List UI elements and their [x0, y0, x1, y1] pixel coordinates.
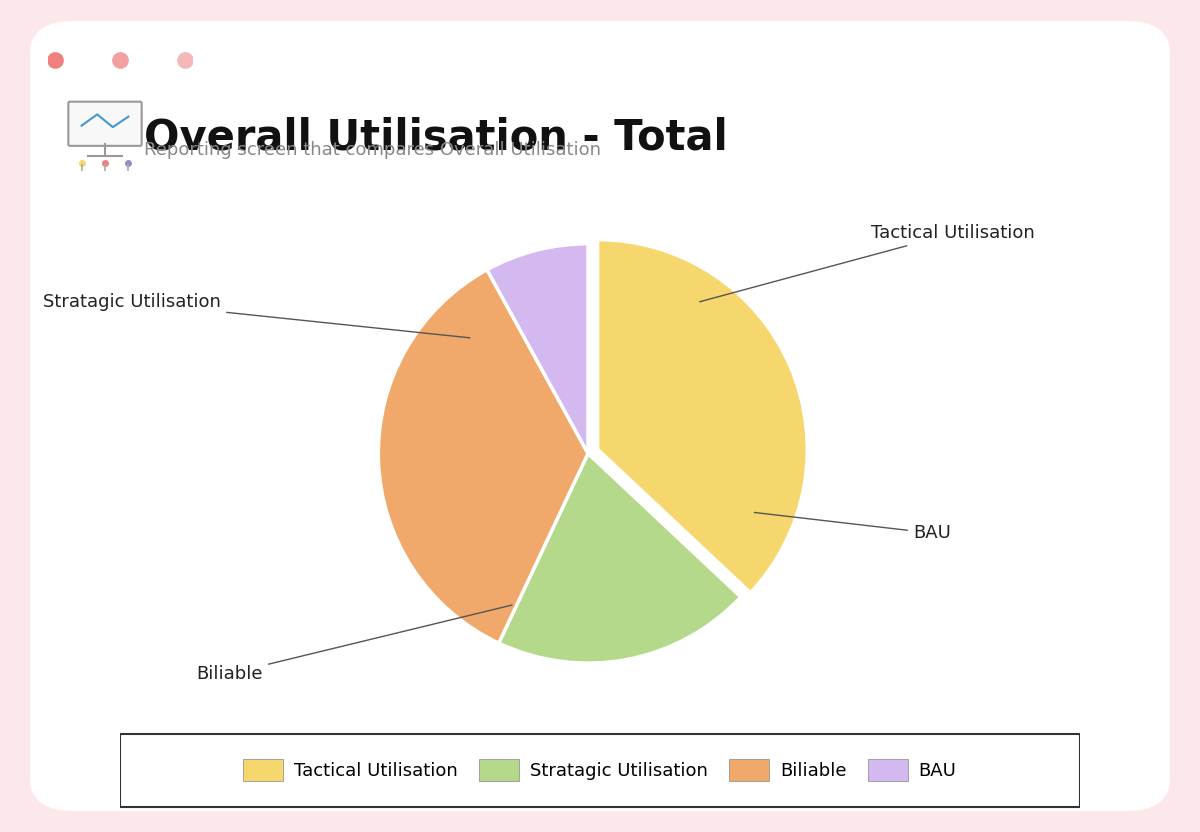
Text: Reporting screen that compares Overall Utilisation: Reporting screen that compares Overall U…: [144, 141, 601, 159]
FancyBboxPatch shape: [68, 102, 142, 146]
Wedge shape: [378, 270, 588, 643]
Text: Tactical Utilisation: Tactical Utilisation: [700, 225, 1034, 302]
Text: Stratagic Utilisation: Stratagic Utilisation: [43, 294, 470, 338]
FancyBboxPatch shape: [30, 21, 1170, 811]
FancyBboxPatch shape: [120, 734, 1080, 807]
Wedge shape: [598, 240, 808, 593]
Text: Biliable: Biliable: [197, 605, 512, 682]
Legend: Tactical Utilisation, Stratagic Utilisation, Biliable, BAU: Tactical Utilisation, Stratagic Utilisat…: [234, 750, 966, 790]
Wedge shape: [487, 244, 588, 453]
Text: BAU: BAU: [755, 513, 950, 542]
Text: Overall Utilisation - Total: Overall Utilisation - Total: [144, 116, 727, 159]
Wedge shape: [499, 453, 740, 663]
